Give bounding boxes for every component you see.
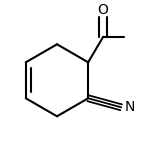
Text: N: N xyxy=(125,100,135,114)
Text: O: O xyxy=(98,3,109,17)
